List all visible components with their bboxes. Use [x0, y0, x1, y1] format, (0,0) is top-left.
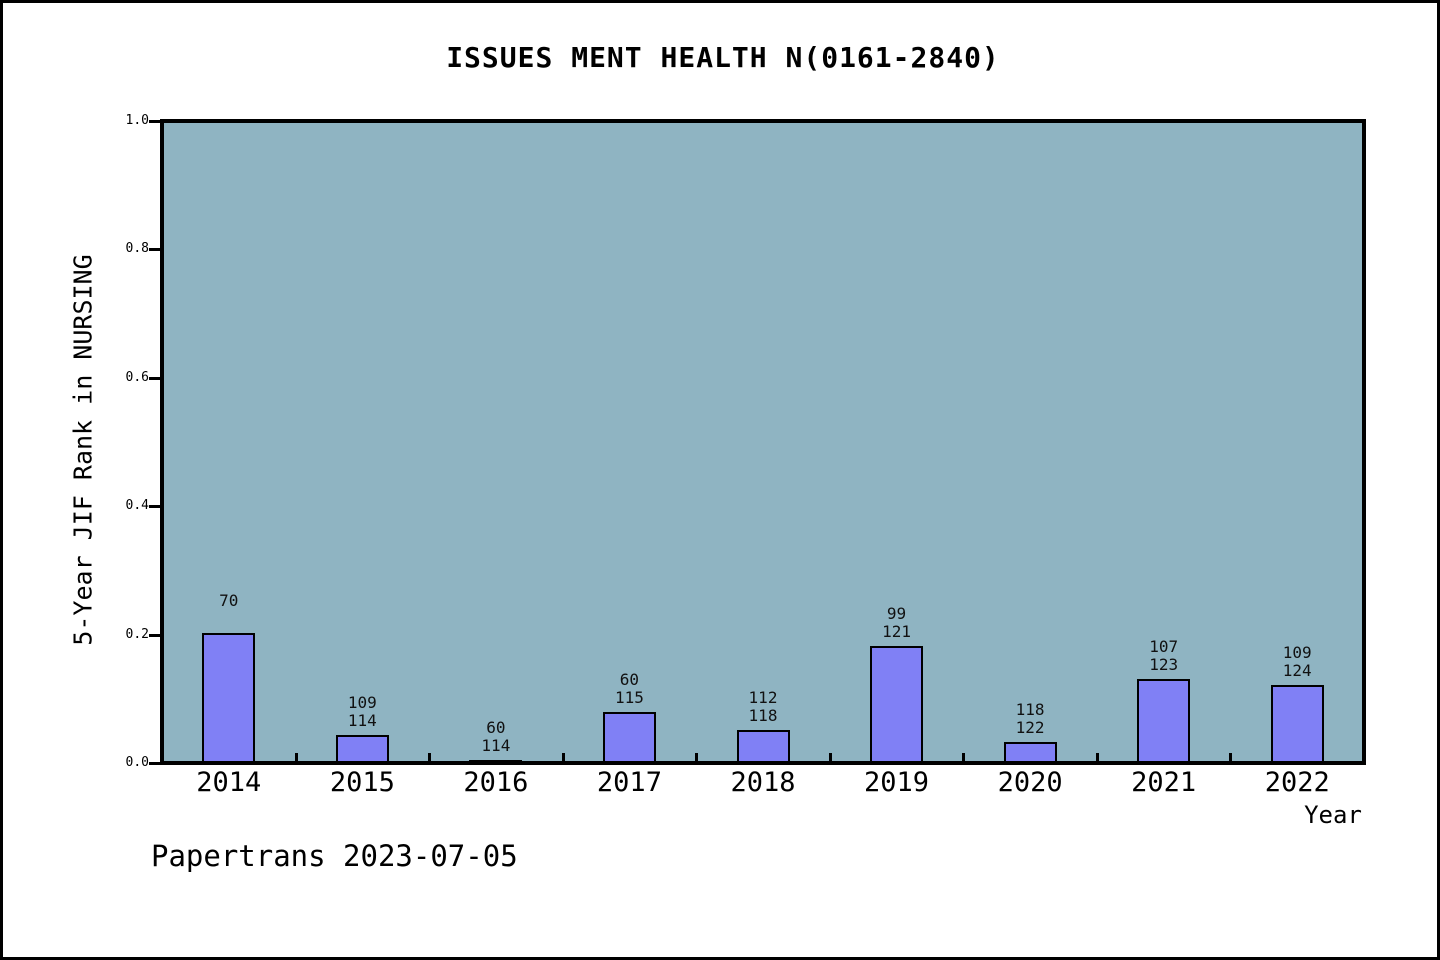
bar-value-label-line: 123 [1149, 655, 1179, 674]
y-tick-mark [149, 376, 160, 380]
footer-text: Papertrans 2023-07-05 [151, 839, 518, 873]
x-minor-tick [962, 753, 966, 763]
bar [870, 646, 924, 763]
y-tick-label: 0.2 [125, 626, 149, 642]
bar-value-label: 60 115 [569, 671, 689, 707]
y-tick-label: 1.0 [125, 113, 149, 128]
plot-area: 0.0 0.2 0.4 0.6 0.8 1.0 70 109 114 60 114 60 115 112 1… [126, 113, 1366, 770]
bar [469, 760, 523, 763]
x-minor-tick [294, 753, 298, 763]
y-tick-label: 0.0 [125, 755, 149, 770]
y-tick-mark [149, 248, 160, 252]
x-minor-tick [1229, 753, 1233, 763]
bar-value-label-line: 114 [481, 736, 511, 755]
bar-value-label: 70 [169, 592, 289, 628]
x-minor-tick [561, 753, 565, 763]
x-tick-label: 2015 [329, 767, 395, 798]
bar-value-label-line: 118 [1015, 700, 1045, 719]
x-tick-label: 2019 [864, 767, 930, 798]
bar-value-label: 109 114 [302, 694, 422, 730]
x-tick-label: 2017 [596, 767, 662, 798]
bar [736, 730, 790, 763]
x-minor-tick [828, 753, 832, 763]
bar-value-label: 60 114 [436, 719, 556, 755]
bar-value-label: 118 122 [970, 701, 1090, 737]
bar-value-label-line: 121 [882, 622, 911, 641]
y-tick-label: 0.8 [125, 241, 149, 257]
x-tick-label: 2021 [1131, 767, 1197, 798]
y-tick-label: 0.4 [125, 498, 149, 514]
bar-value-label-line: 124 [1282, 661, 1312, 680]
bar-value-label-line: 99 [886, 604, 907, 623]
y-tick-mark [149, 633, 160, 637]
y-tick-mark [149, 120, 160, 123]
bar-value-label: 109 124 [1237, 644, 1357, 680]
x-minor-tick [695, 753, 699, 763]
bar [1003, 742, 1057, 763]
x-tick-label: 2018 [730, 767, 796, 798]
bar-value-label: 99 121 [837, 605, 957, 641]
bar [602, 712, 656, 763]
chart-title: ISSUES MENT HEALTH N(0161-2840) [446, 41, 1000, 74]
bar [1270, 685, 1324, 763]
x-tick-label: 2016 [463, 767, 529, 798]
x-minor-tick [428, 753, 432, 763]
bar-value-label-line: 114 [347, 711, 377, 730]
plot-background [162, 121, 1364, 763]
bar-value-label-line: 60 [619, 670, 640, 689]
bar-value-label-line: 70 [219, 591, 239, 610]
y-tick-mark [149, 762, 160, 765]
x-tick-label: 2022 [1264, 767, 1330, 798]
bar [202, 633, 256, 763]
bar-value-label-line: 109 [347, 693, 377, 712]
bar-value-label: 112 118 [703, 689, 823, 725]
x-axis-label: Year [1304, 801, 1362, 829]
bar [335, 735, 389, 763]
bar-value-label-line: 118 [748, 706, 778, 725]
bar-value-label-line [169, 610, 289, 628]
bar-value-label-line: 115 [614, 688, 644, 707]
y-tick-label: 0.6 [125, 369, 149, 385]
y-axis-label: 5-Year JIF Rank in NURSING [68, 254, 98, 646]
bar-value-label-line: 109 [1282, 643, 1312, 662]
bar-value-label-line: 60 [486, 718, 506, 737]
bar-value-label: 107 123 [1104, 638, 1224, 674]
bar-value-label-line: 122 [1015, 718, 1045, 737]
bar [1137, 679, 1191, 763]
x-tick-label: 2020 [997, 767, 1063, 798]
x-minor-tick [1095, 753, 1099, 763]
bar-value-label-line: 112 [748, 688, 778, 707]
x-tick-label: 2014 [196, 767, 262, 798]
bar-value-label-line: 107 [1149, 637, 1179, 656]
y-tick-mark [149, 505, 160, 509]
